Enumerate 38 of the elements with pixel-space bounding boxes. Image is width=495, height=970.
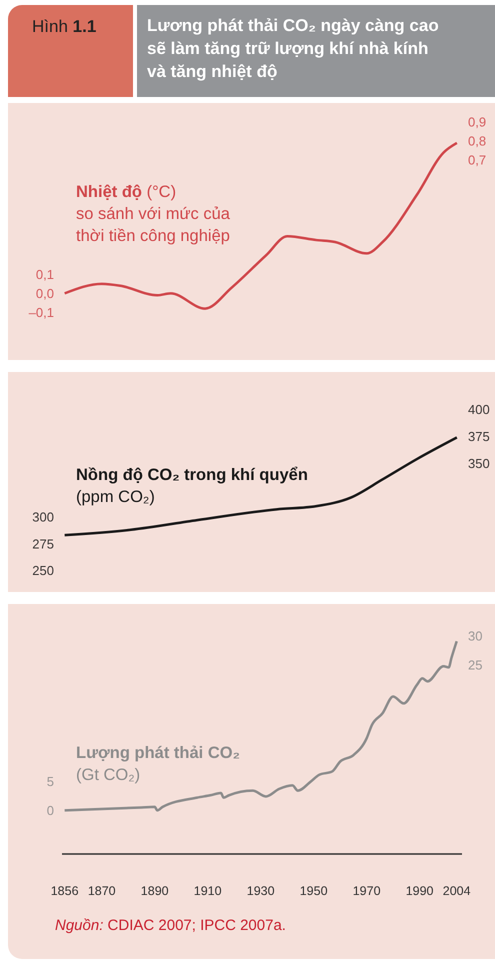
x-tick-label: 1950 xyxy=(300,884,328,898)
x-tick-label: 1930 xyxy=(246,884,275,898)
x-tick-label: 1856 xyxy=(50,884,79,898)
line-series xyxy=(63,142,458,310)
y-tick-label: 0,0 xyxy=(36,286,54,301)
text: Nhiệt độ xyxy=(76,183,142,201)
y2-tick-label: 375 xyxy=(468,428,490,444)
y2-tick-label: 350 xyxy=(468,456,490,471)
series-label: Nồng độ CO₂ trong khí quyển xyxy=(76,466,308,484)
x-tick-label: 1990 xyxy=(406,884,434,898)
y-tick-label: 0,1 xyxy=(36,266,54,282)
y-tick-label: 300 xyxy=(32,509,54,524)
y-tick-label: 5 xyxy=(46,774,54,789)
y-tick-label: 0 xyxy=(46,802,54,818)
y-axis-title: (ppm CO₂) xyxy=(76,487,156,508)
chart-title: Lương phát thải CO₂ ngày càng cao sẽ làm tăng trữ lượng khí nhà kính và tăng nhiệt độ xyxy=(137,5,495,97)
x-tick-label: 2004 xyxy=(442,884,471,898)
x-tick-label: 1890 xyxy=(140,884,169,898)
y-tick-label: 275 xyxy=(32,536,54,552)
line-series xyxy=(63,436,458,536)
y2-tick-label: 400 xyxy=(468,402,490,418)
y-axis-title: (°C) xyxy=(146,183,176,201)
y2-tick-label: 0,8 xyxy=(468,134,486,149)
y-tick-label: 250 xyxy=(32,563,54,578)
y-axis-title: (Gt CO₂) xyxy=(76,765,142,786)
y2-tick-label: 0,7 xyxy=(468,152,486,168)
y2-tick-label: 0,9 xyxy=(468,114,486,130)
y2-tick-label: 30 xyxy=(468,628,482,644)
x-tick-label: 1910 xyxy=(194,884,222,898)
text: Nguồn: CDIAC 2007; IPCC 2007a. xyxy=(55,917,286,934)
y-tick-label: –0,1 xyxy=(28,304,54,320)
x-tick-label: 1970 xyxy=(352,884,381,898)
chart-subtitle: Hình 1.1 xyxy=(8,5,133,97)
line-series xyxy=(63,640,458,812)
annotation: so sánh với mức của thời tiền công nghiệp xyxy=(76,204,231,247)
series-label: Lượng phát thải CO₂ xyxy=(76,744,240,762)
y2-tick-label: 25 xyxy=(468,658,482,673)
x-tick-label: 1870 xyxy=(88,884,116,898)
